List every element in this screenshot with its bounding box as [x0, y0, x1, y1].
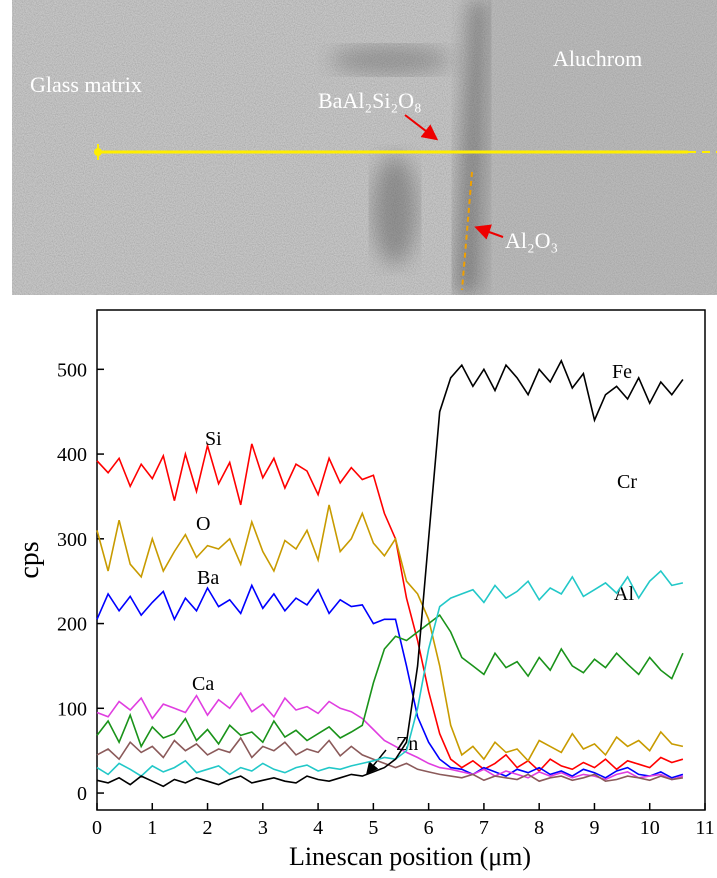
series-label: Ba — [197, 567, 219, 589]
series-line — [96, 358, 684, 788]
y-tick-label: 200 — [57, 614, 87, 636]
x-tick-label: 8 — [534, 817, 544, 839]
y-tick-label: 0 — [77, 783, 87, 805]
series-label: Al — [614, 583, 634, 605]
x-tick-label: 1 — [147, 817, 157, 839]
series-label: Ca — [192, 673, 214, 695]
plot: Linescan position (μm) cps 0 1 2 3 4 5 6 7 8 9 10 1… — [14, 309, 715, 871]
series-label: Cr — [617, 471, 637, 493]
series-line — [96, 583, 684, 779]
image-label: Glass matrix — [30, 72, 142, 97]
x-axis-label: Linescan position (μm) — [289, 842, 531, 871]
x-tick-label: 0 — [92, 817, 102, 839]
x-tick-label: 9 — [589, 817, 599, 839]
y-tick-label: 100 — [57, 698, 87, 720]
x-tick-label: 7 — [479, 817, 489, 839]
series-line — [96, 504, 684, 763]
sem-image: Glass matrix Aluchrom BaAl₂Si₂O₈ Al₂O₃ — [12, 0, 717, 295]
series-line — [96, 442, 684, 773]
y-axis-label: cps — [14, 541, 45, 578]
x-tick-label: 6 — [424, 817, 434, 839]
y-tick-label: 500 — [57, 359, 87, 381]
x-tick-label: 10 — [640, 817, 660, 839]
y-tick-label: 300 — [57, 529, 87, 551]
series-line — [96, 736, 684, 783]
x-tick-label: 2 — [203, 817, 213, 839]
image-label: BaAl₂Si₂O₈ — [318, 88, 422, 113]
image-label: Aluchrom — [553, 46, 642, 71]
series-line — [96, 691, 684, 781]
series-line — [96, 569, 684, 778]
series-label: Si — [205, 428, 222, 450]
series-label: O — [196, 513, 210, 535]
x-tick-label: 11 — [695, 817, 714, 839]
image-label: Al₂O₃ — [505, 228, 558, 253]
series-label: Fe — [612, 361, 632, 383]
x-tick-label: 5 — [368, 817, 378, 839]
x-tick-label: 4 — [313, 817, 323, 839]
y-tick-label: 400 — [57, 444, 87, 466]
series-line — [96, 613, 684, 749]
x-tick-label: 3 — [258, 817, 268, 839]
